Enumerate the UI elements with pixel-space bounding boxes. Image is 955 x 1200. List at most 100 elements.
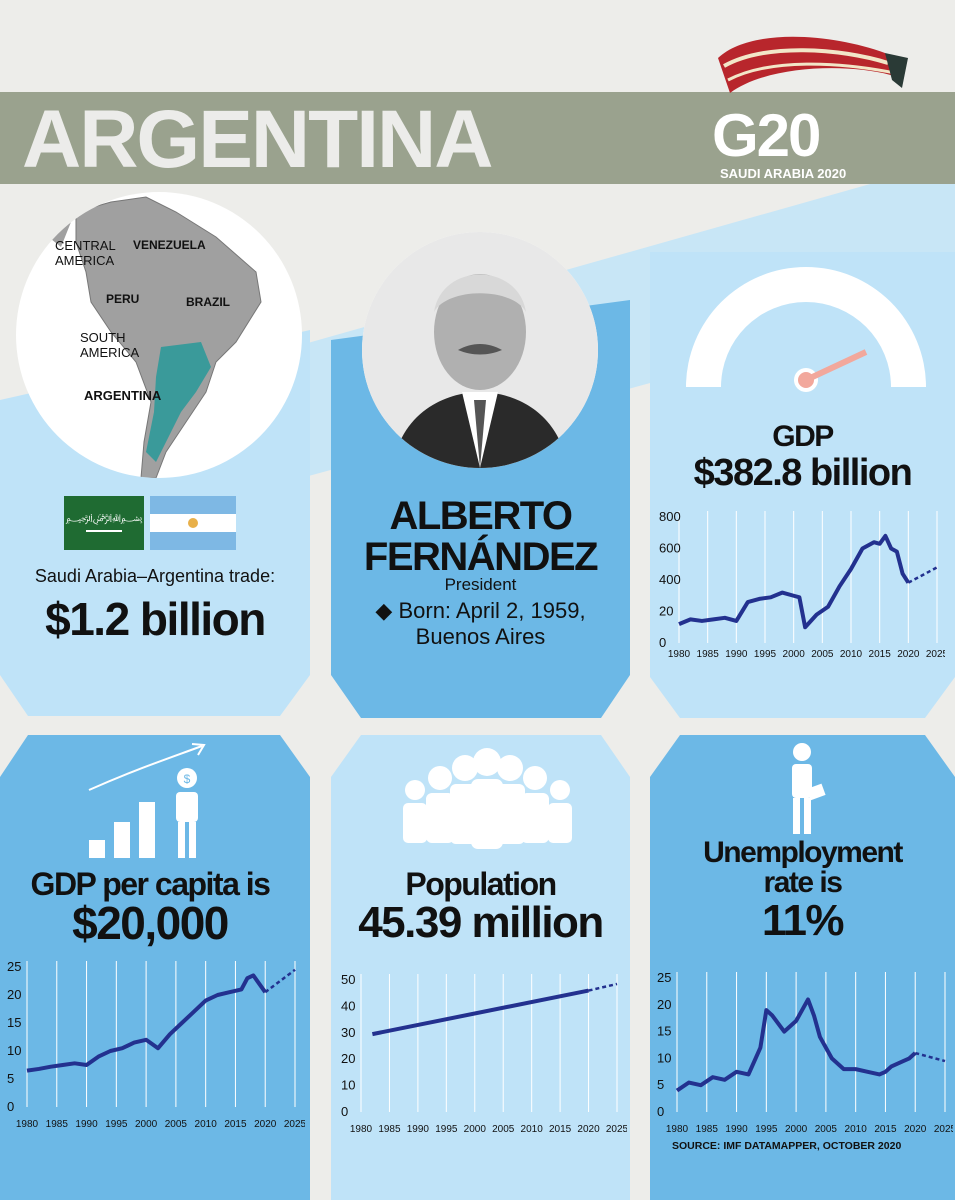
x-tick-label: 2015 xyxy=(874,1124,897,1135)
svg-text:$: $ xyxy=(184,772,191,786)
y-tick-label: 10 xyxy=(657,1050,671,1065)
y-tick-label: 20 xyxy=(659,604,673,619)
unemployment-value: 11% xyxy=(761,896,845,945)
series-projection-line xyxy=(914,1051,946,1063)
x-tick-label: 2010 xyxy=(195,1119,218,1130)
population-chart: 1980 1985 1990 1995 2000 2005 2010 2015 2020 2025… xyxy=(341,972,627,1135)
country-title: ARGENTINA xyxy=(22,94,493,185)
y-tick-label: 0 xyxy=(659,635,666,650)
unemployment-label-line1: Unemployment xyxy=(703,836,903,869)
g20-logo: G20 xyxy=(712,102,821,169)
growth-person-icon: $ xyxy=(88,743,206,858)
x-tick-label: 2010 xyxy=(845,1124,868,1135)
y-tick-label: 20 xyxy=(341,1051,355,1066)
saudi-flag: ﷽ xyxy=(64,496,144,550)
gdp-per-capita-chart: 1980 1985 1990 1995 2000 20 0 5 2010 2015 2020 2025… xyxy=(7,959,305,1130)
leader-name-line2: FERNÁNDEZ xyxy=(363,535,599,579)
leader-born-line2: Buenos Aires xyxy=(415,624,546,649)
x-tick-label: 1980 xyxy=(16,1119,39,1130)
x-tick-label: 1985 xyxy=(378,1124,401,1135)
series-line xyxy=(26,973,267,1073)
x-tick-label: 2000 xyxy=(783,649,806,660)
y-tick-label: 10 xyxy=(341,1078,355,1093)
series-projection-line xyxy=(588,982,618,992)
x-tick-label: 1985 xyxy=(696,1124,719,1135)
x-tick-label: 2020 xyxy=(904,1124,927,1135)
x-tick-label: 1995 xyxy=(105,1119,128,1130)
x-tick-label: 2015 xyxy=(549,1124,572,1135)
header-banner xyxy=(0,92,955,184)
y-tick-label: 25 xyxy=(657,970,671,985)
y-tick-label: 800 xyxy=(659,509,681,524)
y-tick-label: 400 xyxy=(659,572,681,587)
leader-title: President xyxy=(444,575,517,594)
y-tick-label: 20 xyxy=(7,987,21,1002)
south-america-map xyxy=(26,196,262,478)
trade-label: Saudi Arabia–Argentina trade: xyxy=(34,566,276,586)
source-note: SOURCE: IMF DATAMAPPER, OCTOBER 2020 xyxy=(672,1140,902,1152)
gdp-per-capita-label: GDP per capita is xyxy=(30,866,271,902)
x-tick-label: 1995 xyxy=(755,1124,778,1135)
g20-subtitle: SAUDI ARABIA 2020 xyxy=(720,166,847,181)
svg-text:﷽: ﷽ xyxy=(66,513,143,525)
trade-value: $1.2 billion xyxy=(45,593,266,645)
x-tick-label: 2020 xyxy=(897,649,920,660)
map-label-central-america: CENTRAL AMERICA xyxy=(55,238,116,268)
x-tick-label: 1990 xyxy=(407,1124,430,1135)
x-tick-label: 2025 xyxy=(606,1124,627,1135)
unemployment-label-line2: rate is xyxy=(763,866,843,899)
x-tick-label: 1985 xyxy=(46,1119,69,1130)
x-tick-label: 1995 xyxy=(435,1124,458,1135)
y-tick-label: 5 xyxy=(657,1077,664,1092)
x-tick-label: 2025 xyxy=(934,1124,953,1135)
y-tick-label: 40 xyxy=(341,998,355,1013)
speedometer-icon xyxy=(686,267,926,392)
x-tick-label: 2025 xyxy=(284,1119,305,1130)
x-tick-label: 2020 xyxy=(254,1119,277,1130)
x-tick-label: 2025 xyxy=(926,649,945,660)
x-tick-label: 1980 xyxy=(666,1124,689,1135)
y-tick-label: 15 xyxy=(657,1024,671,1039)
map-label-south-america: SOUTH AMERICA xyxy=(80,330,140,360)
map-label-argentina: ARGENTINA xyxy=(84,388,162,403)
y-tick-label: 5 xyxy=(7,1071,14,1086)
x-tick-label: 1990 xyxy=(75,1119,98,1130)
argentina-flag xyxy=(150,496,236,550)
x-tick-label: 2015 xyxy=(869,649,892,660)
y-tick-label: 25 xyxy=(7,959,21,974)
y-tick-label: 20 xyxy=(657,997,671,1012)
x-tick-label: 2015 xyxy=(224,1119,247,1130)
gdp-panel-bg xyxy=(650,252,955,718)
gdp-chart: 1980 1985 1990 1995 2000 2005 2010 2015 2020 2025… xyxy=(659,509,945,660)
x-tick-label: 1980 xyxy=(350,1124,373,1135)
x-tick-label: 1990 xyxy=(725,1124,748,1135)
x-tick-label: 2005 xyxy=(492,1124,515,1135)
series-projection-line xyxy=(907,566,938,584)
gdp-per-capita-panel-bg xyxy=(0,735,310,1200)
x-tick-label: 2000 xyxy=(464,1124,487,1135)
gdp-label: GDP xyxy=(772,420,834,453)
x-tick-label: 1980 xyxy=(668,649,691,660)
leader-name-line1: ALBERTO xyxy=(389,494,573,538)
map-circle xyxy=(16,192,302,478)
y-tick-label: 0 xyxy=(341,1104,348,1119)
x-tick-label: 1995 xyxy=(754,649,777,660)
population-panel-bg xyxy=(331,735,630,1200)
series-line xyxy=(675,997,917,1093)
x-tick-label: 2020 xyxy=(577,1124,600,1135)
x-tick-label: 1985 xyxy=(697,649,720,660)
y-tick-label: 50 xyxy=(341,972,355,987)
y-tick-label: 0 xyxy=(657,1104,664,1119)
series-line xyxy=(371,988,589,1037)
series-projection-line xyxy=(264,968,296,994)
y-tick-label: 15 xyxy=(7,1015,21,1030)
gdp-per-capita-value: $20,000 xyxy=(72,897,229,949)
map-label-venezuela: VENEZUELA xyxy=(133,238,206,252)
map-label-brazil: BRAZIL xyxy=(186,295,230,309)
population-label: Population xyxy=(405,866,557,902)
y-tick-label: 0 xyxy=(7,1099,14,1114)
unemployment-chart: 1980198519901995200020052010201520202025… xyxy=(657,970,953,1135)
population-value: 45.39 million xyxy=(358,898,604,947)
leader-born-line1: ◆ Born: April 2, 1959, xyxy=(375,598,586,623)
x-tick-label: 2000 xyxy=(135,1119,158,1130)
